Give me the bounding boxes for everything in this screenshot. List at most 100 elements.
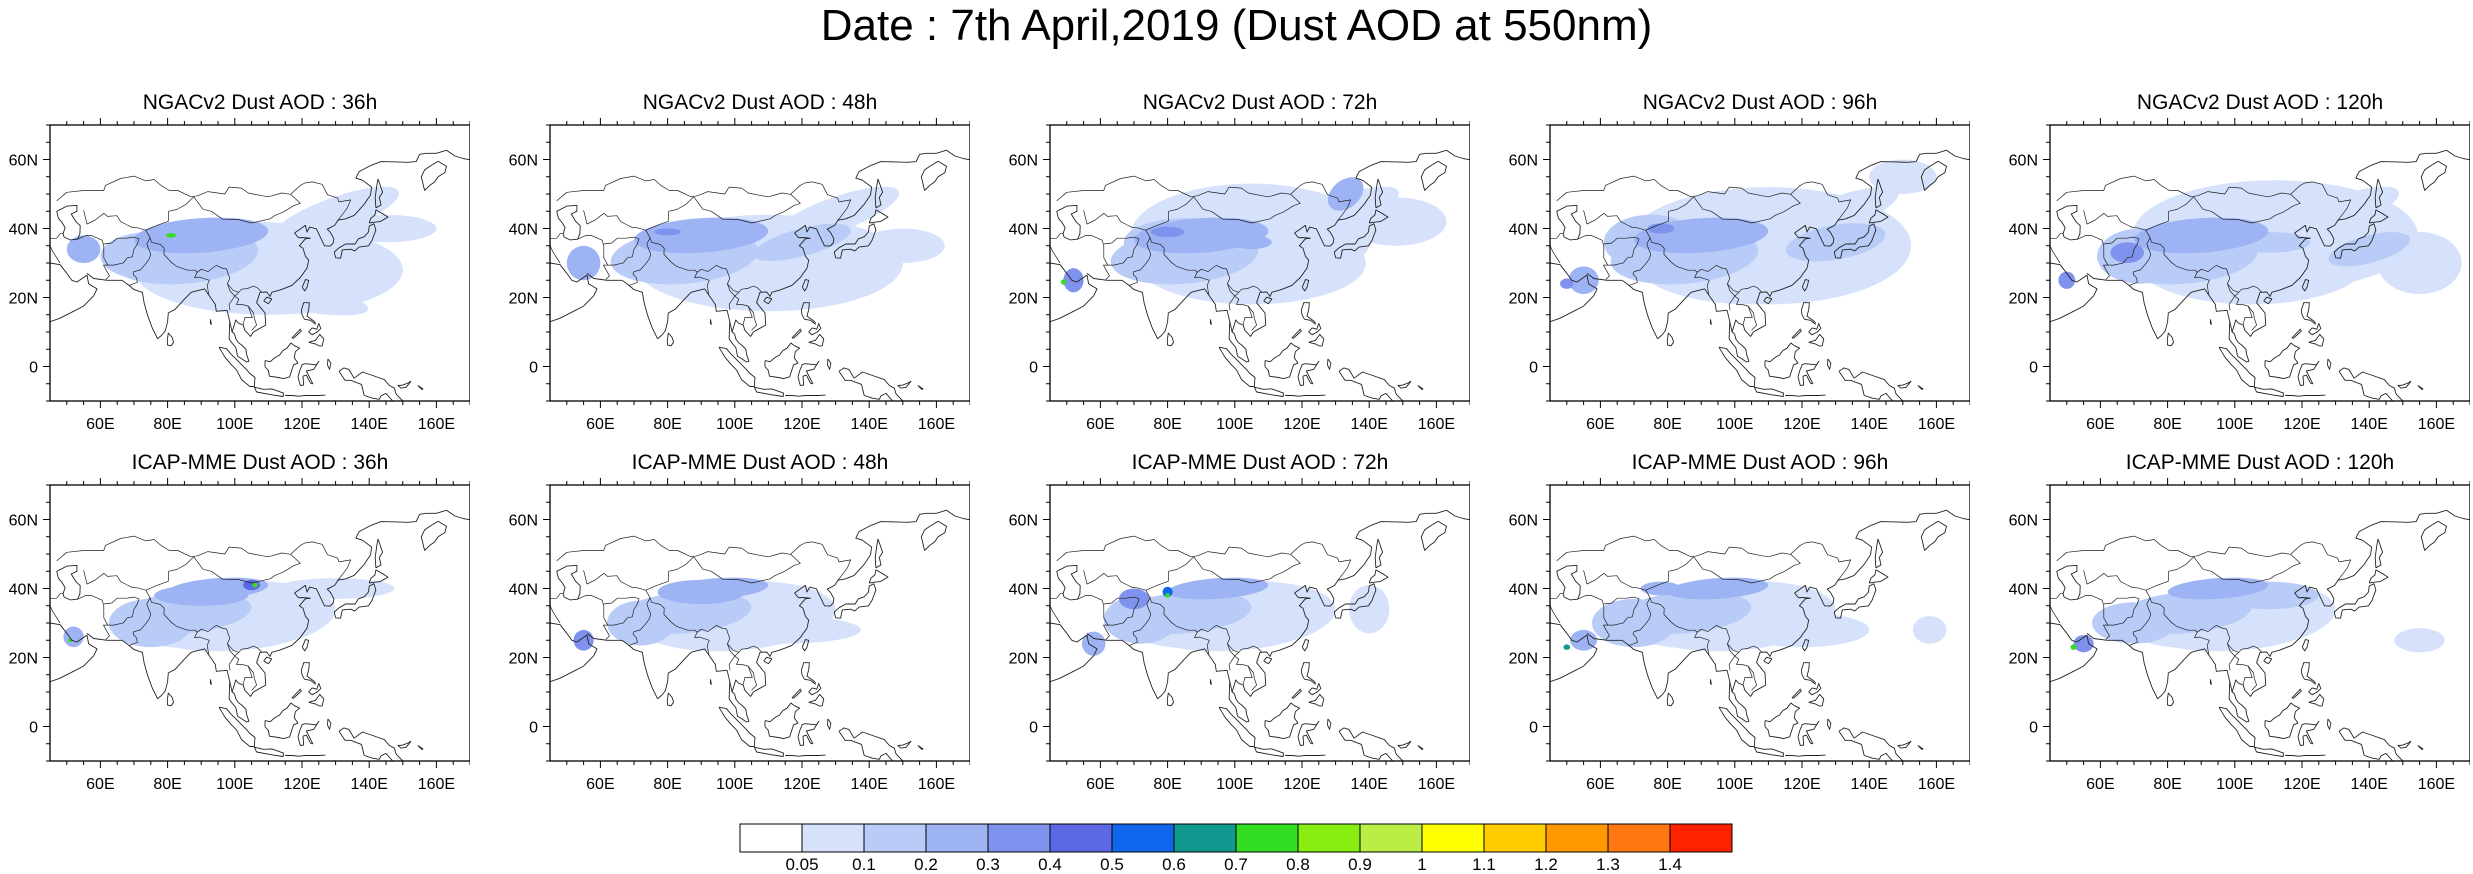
aod-contour <box>2328 231 2410 267</box>
country-border <box>193 554 301 584</box>
map-panel: NGACv2 Dust AOD : 48h 60E 80E 100E 120E 140E 1… <box>500 91 970 433</box>
lat-tick-label: 40N <box>9 582 38 599</box>
coastline <box>2297 360 2320 386</box>
coastline <box>1417 745 1424 751</box>
panel-title: NGACv2 Dust AOD : 120h <box>2136 91 2384 114</box>
coastline <box>1808 682 1822 696</box>
lon-tick-label: 160E <box>918 416 955 433</box>
coastline <box>1374 538 1384 569</box>
coastline <box>1917 385 1924 391</box>
colorbar-swatch <box>925 823 989 853</box>
aod-contour <box>1231 235 1272 250</box>
country-border <box>194 632 210 656</box>
country-border <box>128 237 152 286</box>
lon-tick-label: 140E <box>2351 776 2388 793</box>
lat-tick-label: 0 <box>2029 360 2038 377</box>
colorbar-label: 0.3 <box>976 855 1000 872</box>
country-border <box>2193 194 2301 224</box>
coastlines <box>550 509 970 761</box>
colorbar-swatch <box>801 823 865 853</box>
coastline <box>2417 745 2424 751</box>
lon-tick-label: 120E <box>1783 416 1820 433</box>
lat-tick-label: 60N <box>9 513 38 530</box>
coastline <box>397 740 412 749</box>
coastlines <box>550 149 970 401</box>
country-border <box>1628 597 1652 646</box>
coastline <box>1764 702 1801 740</box>
coastline <box>1586 509 1970 700</box>
coastline <box>2264 342 2301 380</box>
country-border <box>1194 272 1210 296</box>
coastline <box>1728 681 1750 723</box>
colorbar-label: 0.8 <box>1286 855 1310 872</box>
coastline <box>2333 223 2377 259</box>
coastline <box>368 569 389 584</box>
coastline <box>1327 358 1332 370</box>
coastline <box>2333 583 2377 619</box>
coastline <box>2291 328 2302 339</box>
country-border <box>2056 175 2352 221</box>
coastline <box>2285 394 2326 397</box>
coastline <box>1056 564 1081 601</box>
coastline <box>1166 692 1175 707</box>
coastline <box>2209 319 2212 325</box>
country-border <box>2083 570 2146 591</box>
coastline <box>285 394 326 397</box>
country-border <box>1727 283 1740 297</box>
dust-aod-map: 60E 80E 100E 120E 140E 160E 0 20N 40N 60N <box>509 478 970 793</box>
lon-tick-label: 100E <box>716 776 753 793</box>
colorbar-label: 1 <box>1417 855 1426 872</box>
country-border <box>556 535 852 581</box>
lon-tick-label: 140E <box>1851 776 1888 793</box>
colorbar-label: 0.7 <box>1224 855 1248 872</box>
panel-title: ICAP-MME Dust AOD : 48h <box>631 451 889 474</box>
country-border <box>228 295 253 325</box>
panel-title: ICAP-MME Dust AOD : 36h <box>131 451 389 474</box>
country-border <box>2227 283 2240 297</box>
coastline <box>1056 204 1081 241</box>
lon-tick-label: 60E <box>1586 416 1614 433</box>
country-border <box>2050 233 2064 240</box>
country-border <box>1556 175 1852 221</box>
country-border <box>2050 593 2064 600</box>
colorbar-swatch <box>739 823 803 853</box>
coastline <box>86 149 470 340</box>
dust-aod-map: 60E 80E 100E 120E 140E 160E 0 20N 40N 60N <box>509 118 970 433</box>
coastline <box>1327 718 1332 730</box>
coastline <box>1285 754 1326 757</box>
figure-title: Date : 7th April,2019 (Dust AOD at 550nm… <box>820 1 1653 50</box>
aod-contour <box>1165 592 1170 598</box>
country-border <box>1145 556 1262 653</box>
coastline <box>253 746 284 757</box>
lon-tick-label: 120E <box>1783 776 1820 793</box>
country-border <box>1727 643 1740 657</box>
coastline <box>1086 509 1470 700</box>
coastline <box>586 509 970 700</box>
lon-tick-label: 140E <box>851 416 888 433</box>
lat-tick-label: 0 <box>29 360 38 377</box>
lon-tick-label: 140E <box>851 776 888 793</box>
country-border <box>1128 597 1152 646</box>
coastline <box>2327 718 2332 730</box>
lon-tick-label: 160E <box>2418 776 2455 793</box>
country-border <box>693 194 801 224</box>
country-border <box>128 597 152 646</box>
coastline <box>797 720 820 746</box>
aod-field <box>2050 125 2470 401</box>
colorbar-swatch <box>1049 823 1113 853</box>
coastline <box>1920 520 1947 551</box>
country-border <box>103 596 140 626</box>
country-border <box>227 643 240 657</box>
coastline <box>1297 720 1320 746</box>
coastline <box>1166 332 1175 347</box>
coastline <box>2209 679 2212 685</box>
aod-contour <box>1568 266 1599 295</box>
country-border <box>56 175 352 221</box>
coastline <box>2056 564 2081 601</box>
coastline <box>368 209 389 224</box>
coastline <box>1785 394 1826 397</box>
lat-tick-label: 0 <box>529 720 538 737</box>
aod-contour <box>63 626 84 648</box>
country-border <box>1128 237 1152 286</box>
coastline <box>868 209 889 224</box>
